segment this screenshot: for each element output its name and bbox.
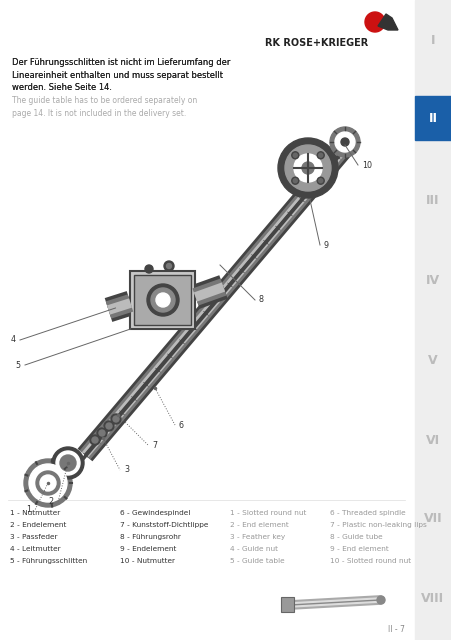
Circle shape <box>40 475 56 491</box>
Circle shape <box>147 284 179 316</box>
Circle shape <box>317 152 323 159</box>
Circle shape <box>164 261 174 271</box>
Text: 8 - Führungsrohr: 8 - Führungsrohr <box>120 534 180 540</box>
Circle shape <box>285 145 330 191</box>
Text: Der Führungsschlitten ist nicht im Lieferumfang der
Lineareinheit enthalten und : Der Führungsschlitten ist nicht im Liefe… <box>12 58 230 92</box>
Circle shape <box>334 132 354 152</box>
Circle shape <box>151 288 175 312</box>
Circle shape <box>52 447 84 479</box>
Circle shape <box>99 430 105 436</box>
Circle shape <box>24 459 72 507</box>
Text: VIII: VIII <box>420 591 444 605</box>
FancyBboxPatch shape <box>134 275 191 325</box>
Text: 4: 4 <box>11 335 16 344</box>
Text: II - 7: II - 7 <box>387 625 404 634</box>
Circle shape <box>90 435 100 445</box>
Text: 6 - Threaded spindle: 6 - Threaded spindle <box>329 510 405 516</box>
Circle shape <box>318 153 322 157</box>
Circle shape <box>318 179 322 183</box>
Circle shape <box>92 437 98 443</box>
Text: 2 - Endelement: 2 - Endelement <box>10 522 66 528</box>
Text: V: V <box>427 353 437 367</box>
Circle shape <box>29 464 67 502</box>
Text: 4 - Guide nut: 4 - Guide nut <box>230 546 277 552</box>
Text: RK ROSE+KRIEGER: RK ROSE+KRIEGER <box>264 38 367 48</box>
Text: 8 - Guide tube: 8 - Guide tube <box>329 534 382 540</box>
Circle shape <box>104 421 114 431</box>
Circle shape <box>113 416 119 422</box>
Text: VII: VII <box>423 511 442 525</box>
Text: 4 - Leitmutter: 4 - Leitmutter <box>10 546 60 552</box>
Circle shape <box>291 177 298 184</box>
FancyBboxPatch shape <box>281 596 294 611</box>
Text: 1 - Slotted round nut: 1 - Slotted round nut <box>230 510 306 516</box>
Text: III: III <box>425 193 439 207</box>
Circle shape <box>376 596 384 604</box>
Circle shape <box>106 423 112 429</box>
Circle shape <box>291 152 298 159</box>
Circle shape <box>317 177 323 184</box>
Text: 10 - Nutmutter: 10 - Nutmutter <box>120 558 175 564</box>
Text: 8: 8 <box>258 296 263 305</box>
Circle shape <box>340 138 348 146</box>
Text: 3 - Feather key: 3 - Feather key <box>230 534 285 540</box>
Text: 5: 5 <box>16 360 21 369</box>
Bar <box>414 96 451 140</box>
Circle shape <box>145 265 152 273</box>
Text: 1: 1 <box>26 506 31 515</box>
Text: 6 - Gewindespindel: 6 - Gewindespindel <box>120 510 190 516</box>
Text: Der Führungsschlitten ist nicht im Lieferumfang der
Lineareinheit enthalten und : Der Führungsschlitten ist nicht im Liefe… <box>12 58 230 92</box>
Text: 9: 9 <box>323 241 328 250</box>
Text: 7 - Plastic non-leaking lips: 7 - Plastic non-leaking lips <box>329 522 426 528</box>
Circle shape <box>364 12 384 32</box>
FancyBboxPatch shape <box>130 271 195 329</box>
Circle shape <box>277 138 337 198</box>
Text: II: II <box>428 111 437 125</box>
Circle shape <box>111 414 121 424</box>
Circle shape <box>97 428 107 438</box>
Text: 5 - Führungsschlitten: 5 - Führungsschlitten <box>10 558 87 564</box>
Text: 2 - End element: 2 - End element <box>230 522 288 528</box>
Text: 2: 2 <box>49 497 54 506</box>
Circle shape <box>293 179 297 183</box>
Circle shape <box>293 153 297 157</box>
Circle shape <box>166 264 171 269</box>
Circle shape <box>156 293 170 307</box>
Circle shape <box>36 471 60 495</box>
Text: 10: 10 <box>361 161 371 170</box>
Text: 5 - Guide table: 5 - Guide table <box>230 558 284 564</box>
Polygon shape <box>377 14 397 30</box>
Text: VI: VI <box>425 433 439 447</box>
Circle shape <box>293 154 321 182</box>
Text: 6: 6 <box>179 420 184 429</box>
Circle shape <box>329 127 359 157</box>
Text: IV: IV <box>425 273 439 287</box>
Text: 10 - Slotted round nut: 10 - Slotted round nut <box>329 558 410 564</box>
Circle shape <box>301 162 313 174</box>
Text: The guide table has to be ordered separately on
page 14. It is not included in t: The guide table has to be ordered separa… <box>12 96 197 118</box>
Text: 7: 7 <box>152 440 157 449</box>
Bar <box>414 0 451 640</box>
Circle shape <box>56 451 80 475</box>
Text: 3 - Passfeder: 3 - Passfeder <box>10 534 57 540</box>
Text: 9 - End element: 9 - End element <box>329 546 388 552</box>
Circle shape <box>60 455 76 471</box>
Text: 1 - Nutmutter: 1 - Nutmutter <box>10 510 60 516</box>
Text: 3: 3 <box>124 465 129 474</box>
Text: I: I <box>430 33 434 47</box>
Text: 9 - Endelement: 9 - Endelement <box>120 546 176 552</box>
Text: 7 - Kunststoff-Dichtlippe: 7 - Kunststoff-Dichtlippe <box>120 522 208 528</box>
